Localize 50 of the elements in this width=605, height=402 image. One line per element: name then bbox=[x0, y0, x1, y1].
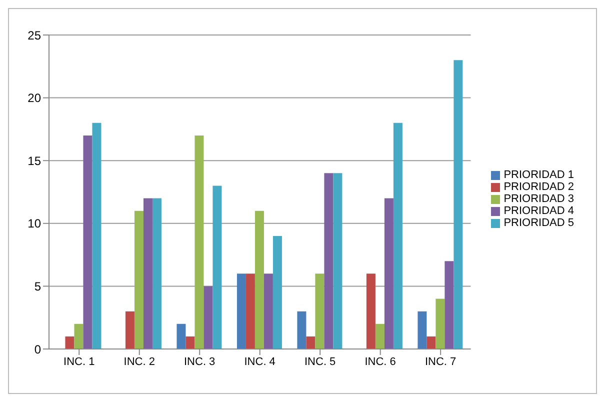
bar bbox=[375, 324, 384, 349]
y-tick-label: 10 bbox=[28, 216, 42, 231]
bar bbox=[236, 274, 246, 349]
bar bbox=[254, 210, 264, 349]
bar bbox=[393, 122, 402, 349]
bar bbox=[306, 336, 316, 349]
bar bbox=[333, 173, 342, 349]
legend-label: PRIORIDAD 1 bbox=[504, 169, 574, 181]
legend-label: PRIORIDAD 2 bbox=[504, 181, 574, 193]
bar bbox=[426, 336, 436, 349]
bar bbox=[297, 311, 306, 349]
bar bbox=[143, 198, 152, 349]
bar bbox=[315, 274, 324, 349]
y-tick-label: 0 bbox=[34, 342, 42, 356]
x-tick-label: INC. 3 bbox=[184, 356, 216, 368]
bar bbox=[204, 286, 213, 349]
bar bbox=[194, 135, 204, 349]
bar bbox=[83, 135, 92, 349]
legend-label: PRIORIDAD 3 bbox=[504, 193, 574, 205]
x-tick-label: INC. 5 bbox=[304, 356, 336, 368]
bar bbox=[212, 186, 222, 349]
bar bbox=[92, 122, 102, 349]
bar bbox=[186, 336, 195, 349]
bar bbox=[418, 311, 427, 349]
bar bbox=[246, 274, 255, 349]
bar bbox=[454, 60, 463, 349]
y-tick-label: 25 bbox=[28, 28, 42, 42]
x-tick-label: INC. 1 bbox=[64, 356, 95, 368]
bar bbox=[74, 324, 84, 349]
bar bbox=[444, 261, 454, 349]
bar bbox=[384, 198, 394, 349]
y-tick-label: 20 bbox=[28, 91, 42, 106]
y-tick-label: 5 bbox=[34, 279, 42, 294]
legend-label: PRIORIDAD 5 bbox=[504, 217, 574, 229]
bar bbox=[272, 236, 282, 349]
bar bbox=[152, 198, 162, 349]
x-tick-label: INC. 6 bbox=[364, 356, 396, 368]
bar bbox=[324, 173, 334, 349]
legend-label: PRIORIDAD 4 bbox=[504, 205, 574, 217]
bar bbox=[65, 336, 74, 349]
bar bbox=[134, 210, 144, 349]
x-tick-label: INC. 4 bbox=[244, 356, 276, 368]
y-tick-label: 15 bbox=[28, 154, 42, 168]
bar bbox=[125, 311, 134, 349]
x-tick-label: INC. 2 bbox=[124, 356, 155, 368]
bar bbox=[176, 324, 186, 349]
bar bbox=[436, 298, 445, 349]
bar bbox=[366, 274, 376, 349]
x-tick-label: INC. 7 bbox=[424, 356, 456, 368]
bar bbox=[264, 274, 273, 349]
